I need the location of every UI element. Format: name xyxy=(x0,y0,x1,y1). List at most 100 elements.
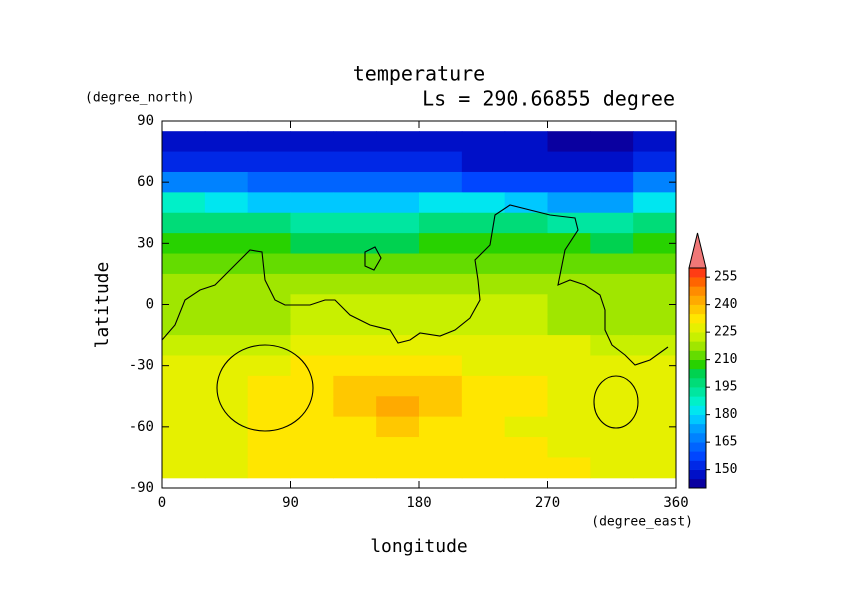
field-cell xyxy=(504,253,548,275)
chart-subtitle: Ls = 290.66855 degree xyxy=(422,87,675,111)
y-axis-label: latitude xyxy=(92,262,113,349)
field-cell xyxy=(333,171,377,193)
field-cell xyxy=(162,192,206,214)
field-cell xyxy=(461,192,506,214)
field-cell xyxy=(247,457,291,479)
field-cell xyxy=(204,355,249,377)
field-cell xyxy=(419,212,463,234)
field-cell xyxy=(590,233,634,255)
field-cell xyxy=(333,294,377,316)
field-cell xyxy=(419,233,463,255)
field-cell xyxy=(590,457,634,479)
field-cell xyxy=(333,253,377,275)
field-cell xyxy=(461,416,506,438)
field-cell xyxy=(376,314,420,336)
field-cell xyxy=(333,273,377,295)
topography-contours xyxy=(161,204,669,432)
colorbar-tick-label: 255 xyxy=(714,270,737,285)
field-cell xyxy=(461,253,506,275)
field-cell xyxy=(247,151,291,173)
field-cell xyxy=(504,212,548,234)
colorbar-frame xyxy=(688,267,707,489)
field-cell xyxy=(419,457,463,479)
field-cell xyxy=(162,233,206,255)
field-cell xyxy=(204,273,249,295)
y-tick-label: 0 xyxy=(146,297,154,313)
field-cell xyxy=(247,131,291,153)
field-cell xyxy=(333,335,377,356)
field-cell xyxy=(204,233,249,255)
colorbar-tick-label: 195 xyxy=(714,380,737,395)
field-cell xyxy=(204,416,249,438)
field-cell xyxy=(504,335,548,356)
field-cell xyxy=(333,396,377,418)
field-cell xyxy=(547,273,591,295)
field-cell xyxy=(633,273,677,295)
field-cell xyxy=(162,171,206,193)
field-cell xyxy=(419,294,463,316)
field-cell xyxy=(333,355,377,377)
field-cell xyxy=(333,192,377,214)
field-cell xyxy=(290,192,334,214)
y-tick-label: -90 xyxy=(129,480,154,496)
contour-line xyxy=(161,204,669,366)
colorbar-band xyxy=(689,304,706,315)
chart-title: temperature xyxy=(353,62,485,86)
field-cell xyxy=(547,375,591,397)
field-cell xyxy=(162,253,206,275)
y-tick-label: 30 xyxy=(137,235,154,251)
field-cell xyxy=(419,151,463,173)
field-cell xyxy=(547,131,591,153)
colorbar-band xyxy=(689,442,706,452)
field-cell xyxy=(204,457,249,479)
field-cell xyxy=(162,457,206,479)
field-cell xyxy=(290,151,334,173)
field-cell xyxy=(461,335,506,356)
colorbar-band xyxy=(689,405,706,415)
field-cell xyxy=(504,457,548,479)
field-cell xyxy=(290,131,334,153)
field-cell xyxy=(633,192,677,214)
field-cell xyxy=(204,151,249,173)
x-axis-label: longitude xyxy=(370,536,468,557)
field-cell xyxy=(504,437,548,458)
field-cell xyxy=(461,171,506,193)
field-cell xyxy=(247,396,291,418)
colorbar-band xyxy=(689,368,706,379)
field-cell xyxy=(204,375,249,397)
colorbar-band xyxy=(689,359,706,370)
field-cell xyxy=(419,396,463,418)
field-cell xyxy=(247,314,291,336)
field-cell xyxy=(247,192,291,214)
field-cell xyxy=(633,416,677,438)
field-cell xyxy=(162,416,206,438)
field-cell xyxy=(547,355,591,377)
field-cell xyxy=(290,233,334,255)
field-cell xyxy=(376,212,420,234)
field-cell xyxy=(633,151,677,173)
field-cell xyxy=(290,375,334,397)
field-cell xyxy=(590,437,634,458)
field-cell xyxy=(461,294,506,316)
field-cell xyxy=(204,294,249,316)
field-cell xyxy=(204,335,249,356)
field-cell xyxy=(162,151,206,173)
x-tick-label: 180 xyxy=(406,495,431,511)
field-cell xyxy=(590,253,634,275)
field-cell xyxy=(162,437,206,458)
field-cell xyxy=(162,355,206,377)
field-cell xyxy=(290,416,334,438)
field-cell xyxy=(376,355,420,377)
field-cell xyxy=(333,212,377,234)
field-cell xyxy=(547,253,591,275)
field-cell xyxy=(547,396,591,418)
field-cell xyxy=(419,253,463,275)
field-cell xyxy=(461,396,506,418)
field-cell xyxy=(590,355,634,377)
field-cell xyxy=(247,294,291,316)
colorbar-band xyxy=(689,295,706,305)
field-cell xyxy=(376,273,420,295)
field-cell xyxy=(504,273,548,295)
field-cell xyxy=(162,314,206,336)
